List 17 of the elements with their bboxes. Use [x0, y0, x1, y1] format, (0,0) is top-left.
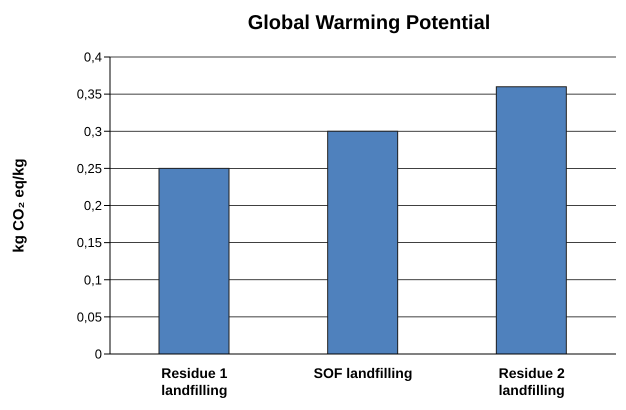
y-tick-label: 0,4 — [84, 50, 102, 65]
y-tick-label: 0,35 — [76, 86, 102, 102]
chart-title: Global Warming Potential — [246, 12, 492, 35]
y-tick-label: 0,1 — [84, 272, 102, 288]
x-tick-label: SOF landfilling — [314, 365, 412, 381]
y-tick-label: 0,2 — [84, 198, 102, 214]
bar — [158, 168, 230, 354]
bar — [496, 86, 567, 354]
x-tick-label: Residue 1 landfilling — [161, 365, 228, 398]
y-tick-label: 0,25 — [76, 160, 102, 176]
y-tick-label: 0,05 — [76, 309, 102, 324]
x-tick-label: Residue 2 landfilling — [498, 365, 565, 398]
y-tick-label: 0,3 — [84, 124, 102, 139]
y-tick-label: 0 — [94, 346, 102, 362]
y-tick-label: 0,15 — [76, 235, 102, 250]
y-axis-title: kg CO₂ eq/kg — [10, 158, 28, 253]
bar — [327, 130, 398, 354]
